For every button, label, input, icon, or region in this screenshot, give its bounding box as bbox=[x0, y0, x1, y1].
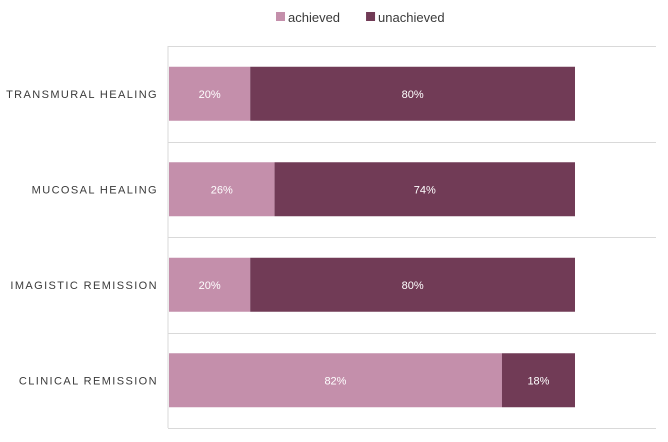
category-label-imagistic-remission: IMAGISTIC REMISSION bbox=[10, 280, 158, 292]
legend: achieved unachieved bbox=[276, 10, 445, 25]
data-label-unachieved-mucosal-healing: 74% bbox=[414, 184, 436, 196]
data-label-unachieved-transmural-healing: 80% bbox=[402, 89, 424, 101]
legend-label-achieved: achieved bbox=[288, 10, 340, 25]
data-label-achieved-imagistic-remission: 20% bbox=[199, 280, 221, 292]
grid-lines bbox=[167, 46, 656, 429]
bar-unachieved-imagistic-remission bbox=[250, 257, 575, 312]
data-label-achieved-clinical-remission: 82% bbox=[324, 375, 346, 387]
legend-label-unachieved: unachieved bbox=[378, 10, 445, 25]
data-label-achieved-mucosal-healing: 26% bbox=[211, 184, 233, 196]
bar-achieved-mucosal-healing bbox=[169, 162, 275, 217]
data-label-achieved-transmural-healing: 20% bbox=[199, 89, 221, 101]
category-label-transmural-healing: TRANSMURAL HEALING bbox=[6, 89, 158, 101]
bar-achieved-clinical-remission bbox=[169, 353, 502, 408]
category-labels: TRANSMURAL HEALING MUCOSAL HEALING IMAGIST… bbox=[6, 89, 158, 388]
bar-unachieved-mucosal-healing bbox=[274, 162, 575, 217]
bar-achieved-transmural-healing bbox=[169, 66, 251, 121]
category-label-clinical-remission: CLINICAL REMISSION bbox=[19, 375, 158, 387]
data-label-unachieved-clinical-remission: 18% bbox=[527, 375, 549, 387]
bars: 20% 80% 26% 74% 20% 80% 82% 18% bbox=[169, 66, 575, 408]
bar-unachieved-transmural-healing bbox=[250, 66, 575, 121]
category-label-mucosal-healing: MUCOSAL HEALING bbox=[32, 184, 158, 196]
bar-unachieved-clinical-remission bbox=[501, 353, 575, 408]
data-label-unachieved-imagistic-remission: 80% bbox=[402, 280, 424, 292]
legend-swatch-unachieved bbox=[366, 12, 376, 21]
legend-swatch-achieved bbox=[276, 12, 285, 21]
bar-achieved-imagistic-remission bbox=[169, 257, 251, 312]
